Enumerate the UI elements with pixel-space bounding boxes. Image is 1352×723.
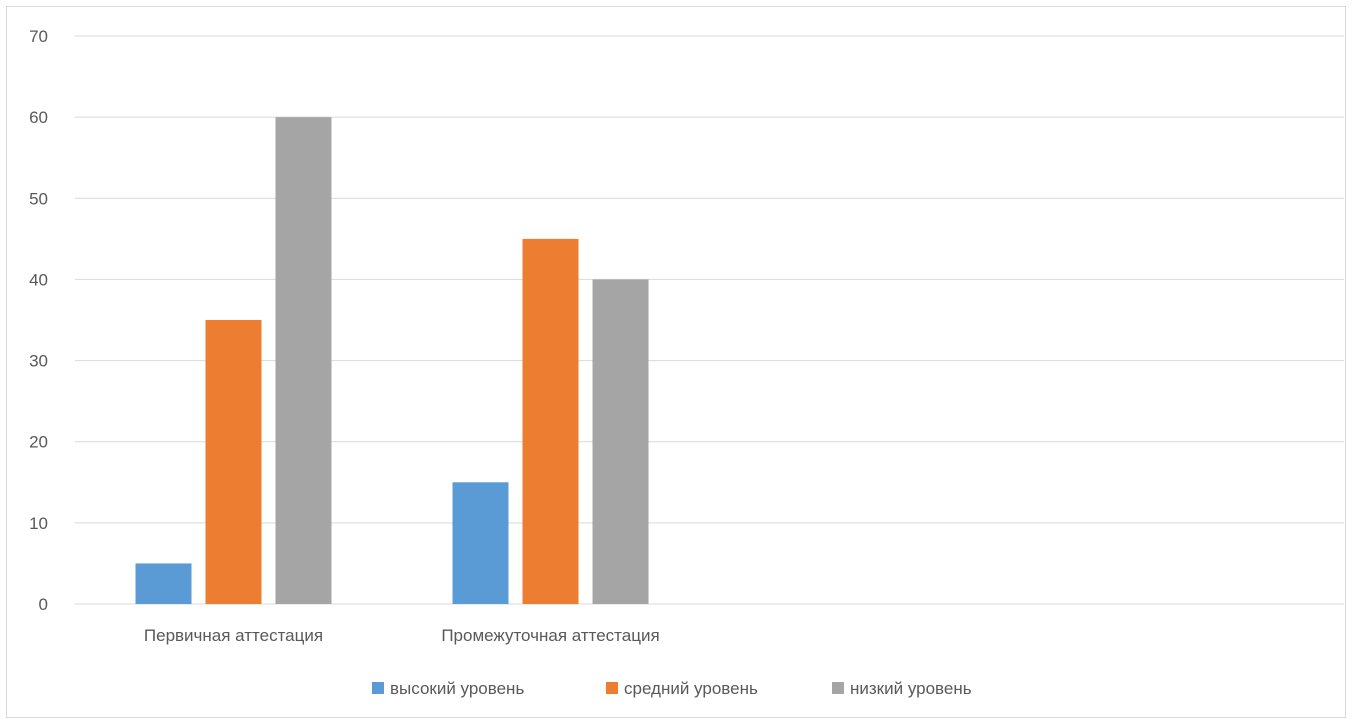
legend-label: высокий уровень bbox=[390, 679, 524, 698]
bar-medium-2 bbox=[522, 238, 579, 604]
y-tick-label: 70 bbox=[29, 27, 48, 46]
bar-low-2 bbox=[592, 279, 649, 604]
y-tick-label: 10 bbox=[29, 514, 48, 533]
legend: высокий уровень средний уровень низкий уро… bbox=[372, 679, 972, 698]
legend-label: низкий уровень bbox=[850, 679, 972, 698]
gridlines bbox=[75, 35, 1344, 605]
legend-swatch bbox=[372, 682, 384, 694]
y-tick-label: 60 bbox=[29, 108, 48, 127]
legend-swatch bbox=[606, 682, 618, 694]
y-tick-label: 0 bbox=[39, 595, 48, 614]
x-category-label: Первичная аттестация bbox=[144, 626, 323, 645]
y-tick-label: 50 bbox=[29, 189, 48, 208]
x-category-label: Промежуточная аттестация bbox=[441, 626, 659, 645]
x-axis-category-labels: Первичная аттестация Промежуточная аттест… bbox=[144, 626, 660, 645]
y-tick-label: 40 bbox=[29, 270, 48, 289]
bar-high-1 bbox=[135, 563, 192, 604]
bar-high-2 bbox=[452, 482, 509, 604]
legend-swatch bbox=[832, 682, 844, 694]
bars bbox=[135, 117, 649, 605]
y-axis-tick-labels: 0 10 20 30 40 50 60 70 bbox=[29, 27, 48, 614]
bar-low-1 bbox=[275, 117, 332, 605]
legend-label: средний уровень bbox=[624, 679, 758, 698]
y-tick-label: 30 bbox=[29, 352, 48, 371]
y-tick-label: 20 bbox=[29, 433, 48, 452]
bar-medium-1 bbox=[205, 320, 262, 604]
